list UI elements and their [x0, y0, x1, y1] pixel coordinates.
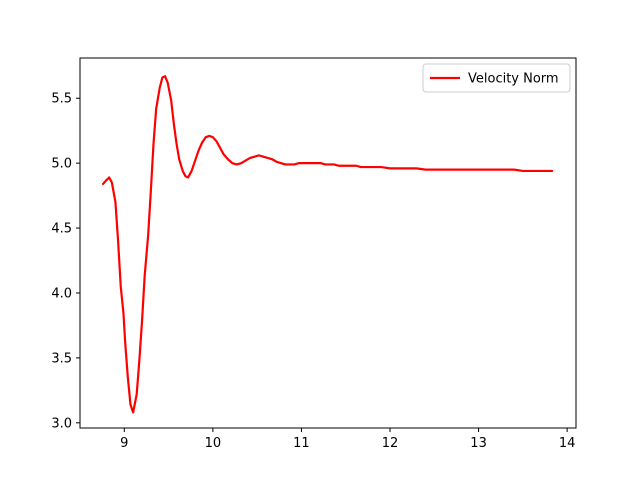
- y-tick-label: 4.0: [51, 286, 72, 301]
- x-tick-label: 13: [470, 436, 487, 451]
- legend-label: Velocity Norm: [468, 72, 559, 87]
- plot-area: [80, 58, 576, 428]
- legend-box: [422, 63, 571, 93]
- legend: Velocity Norm: [422, 63, 571, 93]
- series-layer: [101, 75, 554, 414]
- series-line-velocity-norm: [101, 75, 554, 414]
- x-tick-label: 12: [382, 436, 399, 451]
- x-axis: 9 10 11 12 13 14: [120, 428, 575, 451]
- y-tick-label: 5.5: [51, 92, 72, 107]
- x-tick-label: 9: [120, 436, 128, 451]
- y-tick-label: 4.5: [51, 222, 72, 237]
- x-tick-label: 10: [205, 436, 222, 451]
- y-axis: 3.0 3.5 4.0 4.5 5.0 5.5: [51, 92, 80, 431]
- plot-frame: [79, 57, 577, 429]
- x-tick-label: 14: [559, 436, 576, 451]
- y-tick-label: 3.5: [51, 351, 72, 366]
- y-tick-label: 5.0: [51, 157, 72, 172]
- x-tick-label: 11: [293, 436, 310, 451]
- y-tick-label: 3.0: [51, 416, 72, 431]
